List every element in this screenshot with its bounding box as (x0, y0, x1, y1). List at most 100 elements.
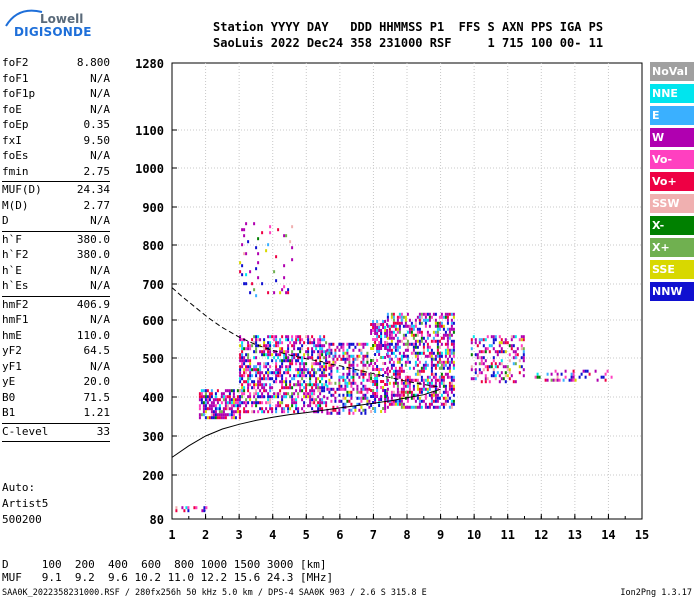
echo-point (336, 387, 339, 391)
echo-point (275, 344, 278, 348)
echo-point (372, 344, 375, 347)
footer-file-info: SAA0K_2022358231000.RSF / 280fx256h 50 k… (2, 588, 427, 598)
echo-point (195, 506, 198, 510)
echo-point (444, 384, 447, 388)
echo-point (420, 330, 423, 334)
echo-point (249, 347, 252, 351)
echo-point (390, 336, 393, 340)
echo-point (328, 378, 331, 382)
echo-point (450, 384, 453, 388)
echo-point (520, 344, 523, 348)
echo-point (303, 356, 306, 360)
echo-point (410, 330, 413, 334)
echo-point (269, 231, 272, 235)
echo-point (283, 276, 286, 280)
echo-point (230, 404, 233, 408)
echo-point (198, 398, 201, 402)
echo-point (470, 368, 473, 372)
echo-point (301, 377, 304, 381)
echo-point (212, 401, 215, 405)
echo-point (386, 354, 389, 358)
echo-point (388, 327, 391, 331)
echo-point (295, 359, 298, 363)
echo-point (416, 339, 419, 343)
echo-point (386, 329, 389, 332)
echo-point (384, 332, 387, 335)
echo-point (400, 387, 403, 391)
echo-point (317, 386, 320, 390)
echo-point (257, 252, 260, 256)
echo-point (285, 383, 288, 387)
echo-point (406, 324, 409, 328)
echo-point (394, 375, 397, 379)
echo-point (512, 335, 515, 339)
echo-point (470, 365, 473, 369)
echo-point (214, 413, 217, 417)
echo-point (271, 371, 274, 375)
echo-point (303, 401, 306, 405)
param-row: B1 1.21 (2, 406, 110, 422)
echo-point (265, 347, 268, 351)
echo-point (406, 330, 409, 334)
echo-point (494, 365, 497, 369)
echo-point (438, 375, 441, 379)
echo-point (198, 413, 201, 417)
echo-point (323, 368, 326, 372)
param-separator (2, 441, 110, 442)
echo-point (438, 381, 441, 385)
echo-point (198, 395, 201, 399)
echo-point (267, 395, 270, 399)
echo-point (430, 399, 433, 403)
echo-point (440, 381, 443, 385)
echo-point (428, 333, 431, 337)
echo-point (382, 368, 385, 371)
echo-point (474, 362, 477, 366)
echo-point (321, 365, 324, 369)
echo-point (259, 407, 262, 411)
echo-point (478, 368, 481, 372)
echo-point (476, 356, 479, 360)
echo-point (247, 353, 250, 357)
echo-point (522, 347, 525, 351)
echo-point (424, 396, 427, 400)
echo-point (311, 362, 314, 366)
x-tick-label: 13 (568, 528, 582, 542)
x-tick-label: 3 (236, 528, 243, 542)
echo-point (342, 375, 345, 379)
echo-point (222, 413, 225, 417)
param-name: foF2 (2, 56, 29, 69)
echo-point (303, 371, 306, 375)
echo-point (269, 350, 272, 354)
echo-point (498, 350, 501, 354)
echo-point (436, 351, 439, 355)
echo-point (388, 333, 391, 337)
echo-point (452, 399, 455, 403)
echo-point (384, 335, 387, 338)
echo-point (514, 380, 517, 384)
echo-point (406, 378, 409, 382)
echo-point (364, 393, 367, 397)
param-name: hmE (2, 328, 22, 342)
y-tick-label: 400 (142, 391, 164, 405)
echo-point (376, 329, 379, 332)
echo-point (224, 416, 227, 420)
param-name: B1 (2, 406, 16, 419)
echo-point (392, 372, 395, 376)
echo-point (446, 357, 449, 361)
echo-point (265, 377, 268, 381)
echo-point (360, 348, 363, 352)
echo-point (263, 350, 266, 354)
echo-point (336, 345, 339, 349)
echo-point (275, 365, 278, 369)
echo-point (446, 399, 449, 403)
echo-point (434, 321, 437, 325)
echo-point (378, 347, 381, 350)
echo-point (430, 369, 433, 373)
echo-point (416, 357, 419, 361)
echo-point (386, 323, 389, 326)
echo-point (380, 332, 383, 335)
echo-point (269, 377, 272, 381)
echo-point (380, 323, 383, 326)
echo-point (265, 371, 268, 375)
echo-point (261, 386, 264, 390)
